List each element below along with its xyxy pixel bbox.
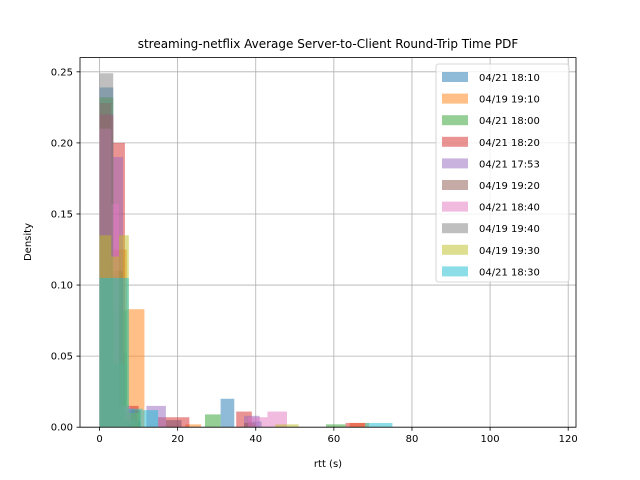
legend-label: 04/21 17:53 [479,159,540,170]
histogram-bar [275,424,299,428]
legend-label: 04/21 18:40 [479,203,540,214]
histogram-bar [128,408,143,428]
x-tick-label: 100 [481,434,500,445]
legend-label: 04/19 19:10 [479,95,540,106]
legend-swatch [442,244,468,255]
legend-swatch [442,72,468,82]
y-tick-label: 0.00 [51,423,73,434]
histogram-bar [267,411,287,428]
axis-ticks: 0 20 40 60 80 100 120 0.00 0.05 0.10 0.15 0.20 0.25 [51,67,578,445]
legend-label: 04/19 19:20 [479,181,540,192]
histogram-bar [220,398,235,428]
y-tick-label: 0.05 [51,352,73,363]
legend-label: 04/21 18:30 [479,267,540,278]
y-tick-label: 0.15 [51,209,73,220]
x-tick-label: 80 [406,434,419,445]
x-tick-label: 120 [559,434,578,445]
legend-swatch [442,158,468,169]
x-tick-label: 0 [96,434,102,445]
legend-swatch [442,136,468,147]
legend-swatch [442,266,468,277]
x-tick-label: 40 [249,434,262,445]
legend-swatch [442,115,468,126]
legend-label: 04/19 19:30 [479,246,540,257]
y-tick-label: 0.20 [51,138,73,149]
histogram-bar [142,410,159,428]
chart-title: streaming-netflix Average Server-to-Clie… [138,37,519,51]
histogram-bar [99,277,129,428]
y-axis-label: Density [23,223,34,261]
legend-label: 04/21 18:10 [479,73,540,84]
x-tick-label: 20 [171,434,184,445]
histogram-bar [247,417,268,428]
x-axis-label: rtt (s) [314,459,342,470]
histogram-bars [99,73,393,428]
x-tick-label: 60 [327,434,340,445]
legend-swatch [442,93,468,104]
y-tick-label: 0.10 [51,281,73,292]
histogram-bar [204,414,221,428]
histogram-bar [365,422,393,428]
plot-frame [79,57,577,428]
y-tick-label: 0.25 [51,67,73,78]
legend-swatch [442,223,468,234]
legend-box [435,63,570,283]
histogram-bar [326,424,346,428]
legend: 04/21 18:10 04/19 19:10 04/21 18:00 04/21 1… [435,63,570,283]
histogram-bar [158,417,190,428]
legend-label: 04/21 18:00 [479,116,540,127]
histogram-bar [185,424,202,428]
legend-label: 04/19 19:40 [479,224,540,235]
legend-swatch [442,180,468,190]
legend-swatch [442,201,468,212]
histogram-bar [126,309,145,428]
legend-label: 04/21 18:20 [479,138,540,149]
histogram-bar [345,422,366,428]
